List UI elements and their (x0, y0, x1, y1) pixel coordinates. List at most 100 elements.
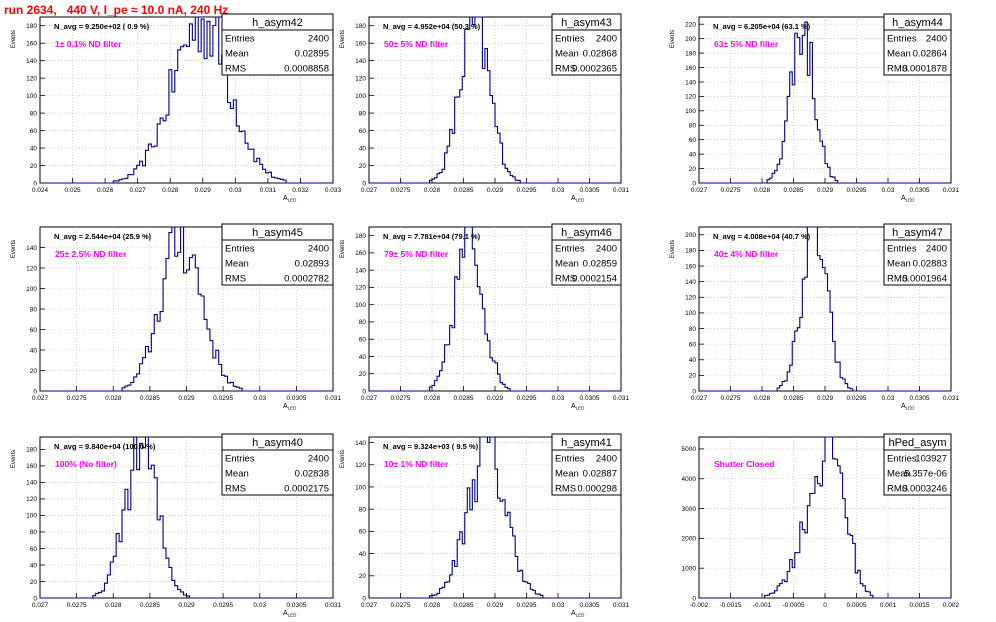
y-tick-label: 80 (359, 110, 367, 117)
y-tick-label: 20 (359, 163, 367, 170)
x-tick-label: 0.03 (229, 187, 242, 194)
x-tick-label: 0.0275 (391, 395, 411, 402)
x-tick-label: 0.033 (325, 187, 342, 194)
y-tick-label: 100 (26, 93, 37, 100)
stat-label: Mean (887, 49, 911, 60)
histogram-pad-h_asym40: 0.027 0.0275 0.028 0.0285 0.029 0.0295 0.03 0.0… (11, 433, 342, 618)
stat-value: 0.0002154 (572, 274, 617, 285)
stat-value: 2400 (926, 34, 947, 45)
histogram-name: h_asym42 (252, 17, 303, 29)
y-tick-label: 0 (692, 388, 696, 395)
x-tick-label: 0.0275 (721, 395, 741, 402)
x-tick-label: 0.029 (178, 395, 195, 402)
x-tick-label: 0.0015 (910, 602, 930, 609)
histogram-pad-h_asym43: 0.027 0.0275 0.028 0.0285 0.029 0.0295 0.03 0.0… (340, 13, 630, 203)
x-tick-label: 0.024 (32, 187, 49, 194)
stats-box: h_asym40 Entries 2400 Mean 0.02838 RMS 0.00021… (221, 433, 334, 496)
stat-value: 0.02868 (583, 49, 617, 60)
x-tick-label: 0.031 (325, 602, 342, 609)
y-tick-label: 80 (30, 529, 38, 536)
y-tick-label: 120 (685, 94, 696, 101)
filter-annotation: Shutter Closed (714, 459, 774, 469)
x-tick-label: 0 (823, 602, 827, 609)
y-tick-label: 60 (30, 128, 38, 135)
x-tick-label: 0.0305 (286, 395, 306, 402)
stat-value: 0.0008858 (284, 64, 329, 75)
histogram-line (699, 226, 951, 392)
stat-value: 2400 (926, 244, 947, 255)
histogram-pad-h_asym47: 0.027 0.0275 0.028 0.0285 0.029 0.0295 0.03 0.0… (670, 223, 960, 411)
stat-label: Mean (225, 469, 249, 480)
y-tick-label: 40 (30, 562, 38, 569)
x-axis-label: ALED (571, 403, 585, 411)
filter-annotation: 100% (No filter) (55, 459, 117, 469)
navg-label: N_avg = 4.008e+04 (40.7 %) (713, 232, 811, 241)
navg-label: N_avg = 9.250e+02 ( 0.9 %) (54, 22, 150, 31)
y-tick-label: 20 (30, 163, 38, 170)
x-tick-label: 0.0295 (213, 395, 233, 402)
y-tick-label: 160 (26, 41, 37, 48)
filter-annotation: 50± 5% ND filter (384, 39, 449, 49)
y-tick-label: 100 (355, 302, 366, 309)
x-tick-label: 0.0295 (517, 602, 537, 609)
x-tick-label: 0.0285 (454, 602, 474, 609)
x-tick-label: 0.0285 (454, 187, 474, 194)
x-tick-label: -0.002 (690, 602, 709, 609)
y-tick-label: 100 (355, 93, 366, 100)
y-tick-label: 180 (685, 248, 696, 255)
x-tick-label: 0.027 (691, 395, 708, 402)
stats-box-frame (551, 223, 622, 286)
y-tick-label: 60 (359, 529, 367, 536)
stat-value: 5.357e-06 (904, 469, 947, 480)
x-tick-label: 0.0285 (140, 395, 160, 402)
y-axis-label: Events (11, 240, 17, 258)
x-tick-label: 0.028 (424, 602, 441, 609)
histogram-line (699, 436, 951, 599)
histogram-pad-h_asym46: 0.027 0.0275 0.028 0.0285 0.029 0.0295 0.03 0.0… (340, 223, 630, 411)
histogram-pad-h_asym45: 0.027 0.0275 0.028 0.0285 0.029 0.0295 0.03 0.0… (11, 223, 342, 411)
x-tick-label: 0.031 (260, 187, 277, 194)
histogram-line (369, 16, 621, 184)
x-axis-label: ALED (283, 610, 297, 618)
stat-value: 0.02859 (583, 259, 617, 270)
y-tick-label: 140 (685, 279, 696, 286)
stat-value: 2400 (596, 34, 617, 45)
stat-value: 0.0002782 (284, 274, 329, 285)
stats-box: h_asym41 Entries 2400 Mean 0.02887 RMS 0.00029… (551, 433, 622, 496)
stat-label: RMS (555, 484, 576, 495)
stats-box: h_asym45 Entries 2400 Mean 0.02893 RMS 0.00027… (221, 223, 334, 286)
x-tick-label: 0.031 (613, 395, 630, 402)
x-tick-label: 0.002 (943, 602, 960, 609)
x-tick-label: 0.03 (552, 395, 565, 402)
y-tick-label: 60 (689, 137, 697, 144)
x-tick-label: 0.0305 (286, 602, 306, 609)
y-tick-label: 100 (26, 513, 37, 520)
x-tick-label: -0.001 (753, 602, 772, 609)
y-tick-label: 120 (355, 462, 366, 469)
stat-label: Entries (555, 244, 585, 255)
histogram-name: h_asym45 (252, 227, 303, 239)
stat-value: 0.02864 (913, 49, 947, 60)
x-tick-label: 0.027 (361, 602, 378, 609)
stat-value: 0.02895 (295, 49, 329, 60)
stat-label: RMS (887, 64, 908, 75)
stat-value: 0.0002365 (572, 64, 617, 75)
stat-value: 103927 (915, 454, 947, 465)
x-tick-label: 0.031 (325, 395, 342, 402)
y-tick-label: 220 (685, 22, 696, 29)
x-tick-label: 0.029 (195, 187, 212, 194)
y-tick-label: 20 (689, 166, 697, 173)
stat-label: Entries (225, 244, 255, 255)
y-tick-label: 200 (685, 232, 696, 239)
y-axis-label: Events (340, 450, 346, 468)
histogram-line (369, 436, 621, 599)
y-tick-label: 40 (30, 347, 38, 354)
stat-label: RMS (555, 64, 576, 75)
y-tick-label: 20 (30, 579, 38, 586)
histogram-line (40, 226, 333, 392)
x-tick-label: 0.028 (424, 187, 441, 194)
y-tick-label: 160 (685, 65, 696, 72)
stats-box-frame (883, 13, 952, 76)
histogram-pad-h_asym42: 0.024 0.025 0.026 0.027 0.028 0.029 0.03 0.031 0… (11, 13, 342, 203)
y-tick-label: 20 (689, 373, 697, 380)
